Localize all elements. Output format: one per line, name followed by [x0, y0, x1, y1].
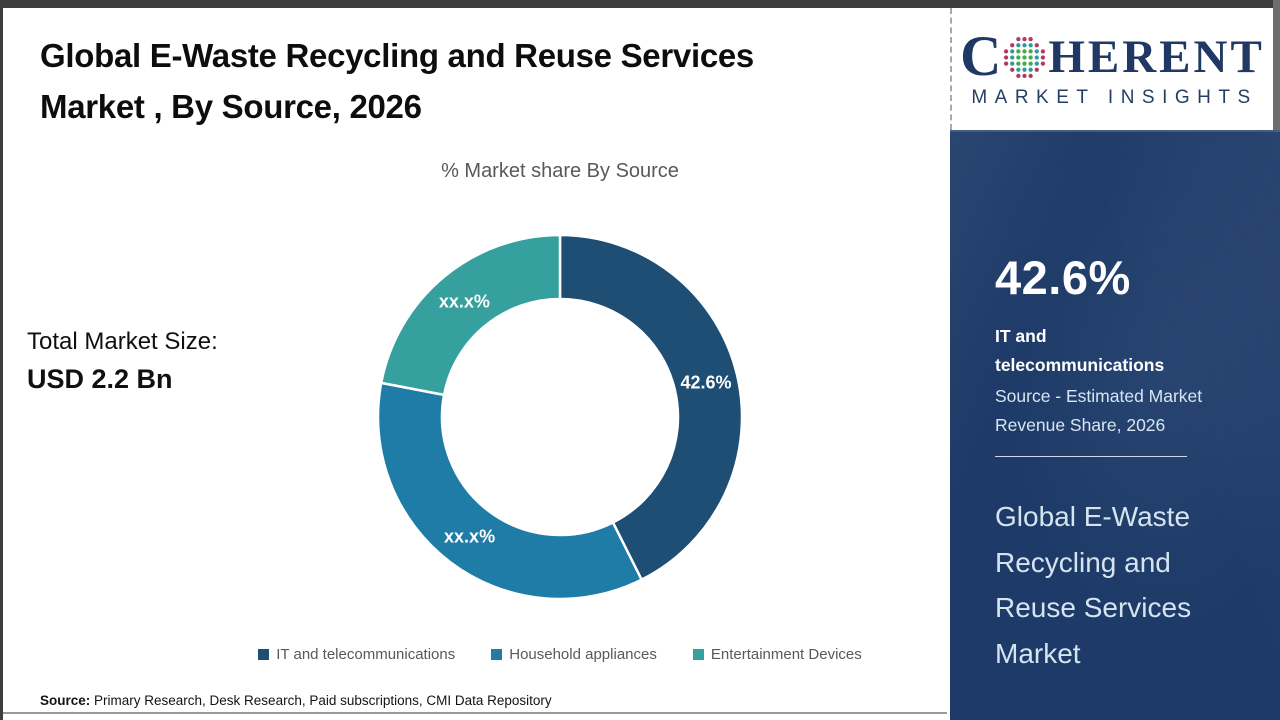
legend-item-entertainment-devices: Entertainment Devices [692, 646, 862, 663]
logo-globe-dot [1022, 54, 1027, 60]
logo-globe-dot [1016, 48, 1021, 54]
logo-globe-dot [1028, 54, 1034, 60]
sidebar-panel: 42.6% IT and telecommunications Source -… [950, 130, 1280, 720]
sidebar-stat-label: IT and telecommunications [995, 326, 1165, 375]
logo-globe-dot [1022, 73, 1027, 78]
logo-globe-dot [1041, 60, 1046, 66]
logo-globe-dots-icon [1004, 36, 1046, 78]
logo-globe-dot [1010, 60, 1015, 66]
logo-globe-dot [1028, 48, 1034, 54]
logo-globe-dot [1034, 60, 1040, 66]
legend-item-household-appliances: Household appliances [491, 646, 657, 663]
legend-label: Entertainment Devices [710, 646, 862, 663]
frame-left-border [0, 0, 3, 720]
donut-chart: 42.6% xx.x% xx.x% [376, 233, 744, 601]
logo-globe-dot [1028, 67, 1034, 72]
legend-item-it-and-telecommunications: IT and telecommunications [258, 646, 455, 663]
total-market-size-value: USD 2.2 Bn [27, 364, 173, 394]
frame-right-border [1273, 0, 1280, 130]
logo-globe-dot [1041, 54, 1046, 60]
logo-globe-dot [1034, 48, 1040, 54]
donut-slice-1 [376, 381, 644, 601]
logo-globe-dot [1004, 48, 1009, 54]
source-note-text: Primary Research, Desk Research, Paid su… [90, 693, 552, 708]
logo-letter-c: C [960, 25, 1002, 88]
chart-subtitle: % Market share By Source [441, 160, 679, 182]
logo-globe-dot [1028, 42, 1034, 47]
logo-globe-dot [1016, 73, 1021, 78]
logo-globe-dot [1034, 54, 1040, 60]
frame-top-border [0, 0, 1280, 8]
donut-slice-label-1: xx.x% [444, 527, 495, 547]
brand-logo: C HERENT MARKET INSIGHTS [950, 8, 1273, 130]
logo-globe-dot [1010, 67, 1015, 72]
logo-globe-dot [1016, 54, 1021, 60]
donut-slice-label-2: xx.x% [439, 291, 490, 311]
donut-slice-0 [558, 233, 744, 582]
logo-globe-dot [1028, 60, 1034, 66]
logo-subtitle: MARKET INSIGHTS [971, 87, 1258, 108]
chart-legend: IT and telecommunications Household appl… [100, 646, 1020, 663]
logo-globe-dot [1016, 60, 1021, 66]
logo-globe-dot [1016, 42, 1021, 47]
logo-globe-dot [1010, 42, 1015, 47]
donut-slice-2 [379, 233, 562, 397]
logo-globe-dot [1041, 48, 1046, 54]
sidebar-stat-description: Source - Estimated Market Revenue Share,… [995, 386, 1203, 435]
logo-globe-dot [1004, 54, 1009, 60]
logo-globe-dot [1034, 67, 1040, 72]
source-note-prefix: Source: [40, 693, 91, 708]
sidebar-divider [995, 456, 1187, 457]
logo-letters-herent: HERENT [1048, 31, 1265, 83]
logo-globe-dot [1016, 36, 1021, 41]
legend-marker-icon [692, 649, 704, 660]
logo-globe-dot [1034, 42, 1040, 47]
logo-globe-dot [1022, 42, 1027, 47]
legend-marker-icon [258, 649, 270, 660]
legend-label: IT and telecommunications [276, 646, 456, 663]
source-note: Source: Primary Research, Desk Research,… [40, 693, 552, 708]
total-market-size-label: Total Market Size: [27, 328, 218, 355]
logo-globe-dot [1010, 48, 1015, 54]
logo-globe-dot [1016, 67, 1021, 72]
sidebar-market-name: Global E-Waste Recycling and Reuse Servi… [995, 501, 1192, 669]
sidebar-stat-value: 42.6% [995, 251, 1131, 304]
frame-bottom-line [3, 712, 947, 714]
logo-globe-dot [1022, 60, 1027, 66]
donut-chart-container: 42.6% xx.x% xx.x% [376, 233, 744, 601]
total-market-size-block: Total Market Size: USD 2.2 Bn [27, 326, 218, 400]
logo-globe-dot [1028, 73, 1034, 78]
logo-globe-dot [1022, 67, 1027, 72]
legend-label: Household appliances [509, 646, 657, 663]
legend-marker-icon [491, 649, 503, 660]
logo-wordmark: C HERENT [960, 25, 1265, 88]
logo-globe-dot [1004, 60, 1009, 66]
logo-globe-dot [1022, 36, 1027, 41]
donut-slice-label-0: 42.6% [680, 372, 731, 392]
logo-globe-dot [1010, 54, 1015, 60]
logo-globe-dot [1022, 48, 1027, 54]
logo-globe-dot [1028, 36, 1034, 41]
page-title: Global E-Waste Recycling and Reuse Servi… [40, 37, 754, 125]
